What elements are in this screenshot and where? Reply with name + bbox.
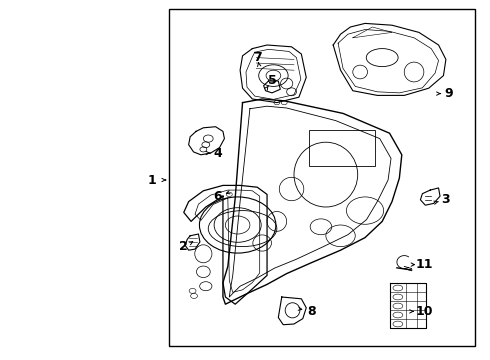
Text: 1: 1 xyxy=(147,174,156,186)
Bar xyxy=(309,130,375,166)
Text: 10: 10 xyxy=(415,305,433,318)
Text: 11: 11 xyxy=(415,258,433,271)
Text: 8: 8 xyxy=(307,305,316,318)
Text: 4: 4 xyxy=(214,147,222,159)
Text: 5: 5 xyxy=(268,75,276,87)
Text: 9: 9 xyxy=(444,87,453,100)
Bar xyxy=(169,9,475,346)
Text: 2: 2 xyxy=(179,240,188,253)
Text: 7: 7 xyxy=(253,51,262,64)
Text: 6: 6 xyxy=(214,190,222,203)
Text: 3: 3 xyxy=(441,193,450,206)
